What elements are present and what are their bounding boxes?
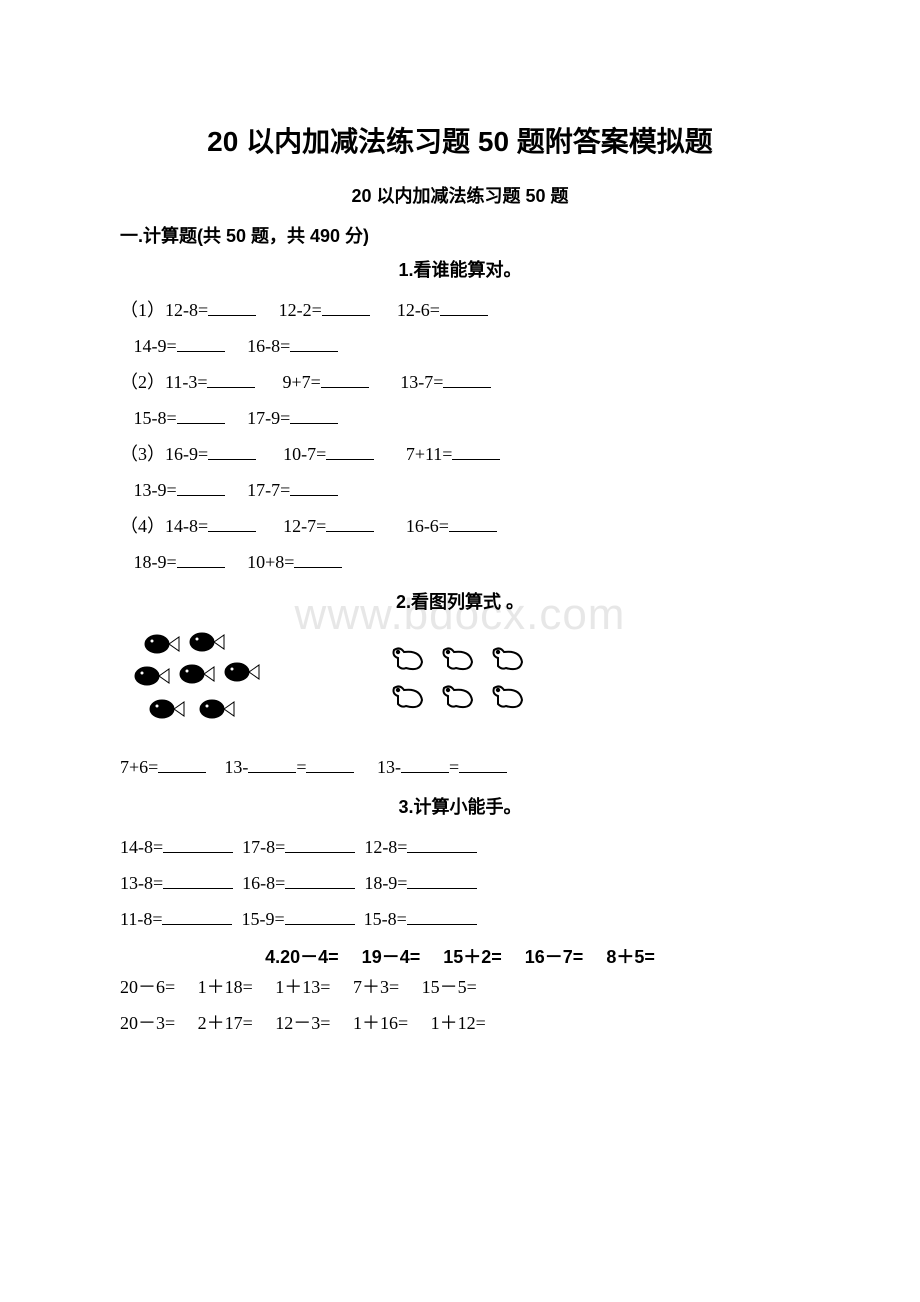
- blank: [322, 300, 370, 316]
- q3-r3-b: 15-9=: [241, 909, 284, 929]
- blank: [208, 516, 256, 532]
- blank: [208, 300, 256, 316]
- q1-r4-c3: 16-6=: [406, 516, 449, 536]
- q2-eq-c: 13-: [377, 757, 401, 777]
- q3-r3-c: 15-8=: [364, 909, 407, 929]
- q1-r2-c2: 9+7=: [282, 372, 320, 392]
- blank: [177, 480, 225, 496]
- q2-images: [130, 624, 800, 739]
- q1-r2-c1: （2）11-3=: [120, 372, 207, 392]
- q1-row-2: （2）11-3= 9+7= 13-7=: [120, 364, 800, 400]
- q1-r3-c3: 7+11=: [406, 444, 453, 464]
- q1-r4-c1: （4）14-8=: [120, 516, 208, 536]
- q3-row-3: 11-8= 15-9= 15-8=: [120, 901, 800, 937]
- q2-eq-a: 7+6=: [120, 757, 158, 777]
- blank: [326, 444, 374, 460]
- q1-header: 1.看谁能算对。: [120, 256, 800, 282]
- blank: [294, 552, 342, 568]
- q3-r1-c: 12-8=: [364, 837, 407, 857]
- blank: [407, 837, 477, 853]
- q1-r1b-c1: 14-9=: [134, 336, 177, 356]
- q1-r1b-c2: 16-8=: [247, 336, 290, 356]
- q1-r1-c3: 12-6=: [397, 300, 440, 320]
- blank: [177, 408, 225, 424]
- blank: [459, 757, 507, 773]
- blank: [290, 408, 338, 424]
- blank: [158, 757, 206, 773]
- q1-r2b-c1: 15-8=: [134, 408, 177, 428]
- q3-r2-a: 13-8=: [120, 873, 163, 893]
- blank: [163, 873, 233, 889]
- q3-r1-b: 17-8=: [242, 837, 285, 857]
- document-content: 20 以内加减法练习题 50 题附答案模拟题 20 以内加减法练习题 50 题 …: [120, 120, 800, 1041]
- q1-r3-c2: 10-7=: [283, 444, 326, 464]
- q3-r2-b: 16-8=: [242, 873, 285, 893]
- q4-row-3: 20－3= 2＋17= 12－3= 1＋16= 1＋12=: [120, 1005, 800, 1041]
- q2-header: 2.看图列算式 。: [120, 588, 800, 614]
- blank: [207, 372, 255, 388]
- q1-r1-c2: 12-2=: [279, 300, 322, 320]
- blank: [163, 837, 233, 853]
- blank: [443, 372, 491, 388]
- q1-r1-c1: （1）12-8=: [120, 300, 208, 320]
- q3-r1-a: 14-8=: [120, 837, 163, 857]
- q1-r4-c2: 12-7=: [283, 516, 326, 536]
- q1-row-3: （3）16-9= 10-7= 7+11=: [120, 436, 800, 472]
- q1-row-4b: 18-9= 10+8=: [120, 544, 800, 580]
- blank: [162, 909, 232, 925]
- q1-r4b-c1: 18-9=: [134, 552, 177, 572]
- duck-group-icon: [380, 636, 550, 726]
- q1-row-3b: 13-9= 17-7=: [120, 472, 800, 508]
- q1-r2b-c2: 17-9=: [247, 408, 290, 428]
- blank: [407, 873, 477, 889]
- subtitle: 20 以内加减法练习题 50 题: [120, 182, 800, 208]
- q2-equations: 7+6= 13-= 13-=: [120, 749, 800, 785]
- q4-row-2: 20－6= 1＋18= 1＋13= 7＋3= 15－5=: [120, 969, 800, 1005]
- blank: [285, 873, 355, 889]
- page-title: 20 以内加减法练习题 50 题附答案模拟题: [120, 120, 800, 160]
- section-header: 一.计算题(共 50 题，共 490 分): [120, 222, 800, 248]
- blank: [290, 480, 338, 496]
- q3-header: 3.计算小能手。: [120, 793, 800, 819]
- q1-row-4: （4）14-8= 12-7= 16-6=: [120, 508, 800, 544]
- q1-r3-c1: （3）16-9=: [120, 444, 208, 464]
- q1-r4b-c2: 10+8=: [247, 552, 294, 572]
- q1-row-1b: 14-9= 16-8=: [120, 328, 800, 364]
- blank: [177, 552, 225, 568]
- blank: [407, 909, 477, 925]
- q3-r2-c: 18-9=: [364, 873, 407, 893]
- blank: [177, 336, 225, 352]
- blank: [321, 372, 369, 388]
- blank: [248, 757, 296, 773]
- fish-group-icon: [130, 624, 290, 739]
- q1-r3b-c2: 17-7=: [247, 480, 290, 500]
- q3-row-1: 14-8= 17-8= 12-8=: [120, 829, 800, 865]
- q2-eq-b: 13-: [224, 757, 248, 777]
- blank: [285, 909, 355, 925]
- q1-r3b-c1: 13-9=: [134, 480, 177, 500]
- blank: [449, 516, 497, 532]
- blank: [306, 757, 354, 773]
- blank: [285, 837, 355, 853]
- q3-r3-a: 11-8=: [120, 909, 162, 929]
- q3-row-2: 13-8= 16-8= 18-9=: [120, 865, 800, 901]
- blank: [452, 444, 500, 460]
- blank: [290, 336, 338, 352]
- q4-header: 4.20－4= 19－4= 15＋2= 16－7= 8＋5=: [120, 943, 800, 969]
- blank: [208, 444, 256, 460]
- blank: [440, 300, 488, 316]
- q1-row-2b: 15-8= 17-9=: [120, 400, 800, 436]
- q1-row-1: （1）12-8= 12-2= 12-6=: [120, 292, 800, 328]
- blank: [326, 516, 374, 532]
- q1-r2-c3: 13-7=: [400, 372, 443, 392]
- blank: [401, 757, 449, 773]
